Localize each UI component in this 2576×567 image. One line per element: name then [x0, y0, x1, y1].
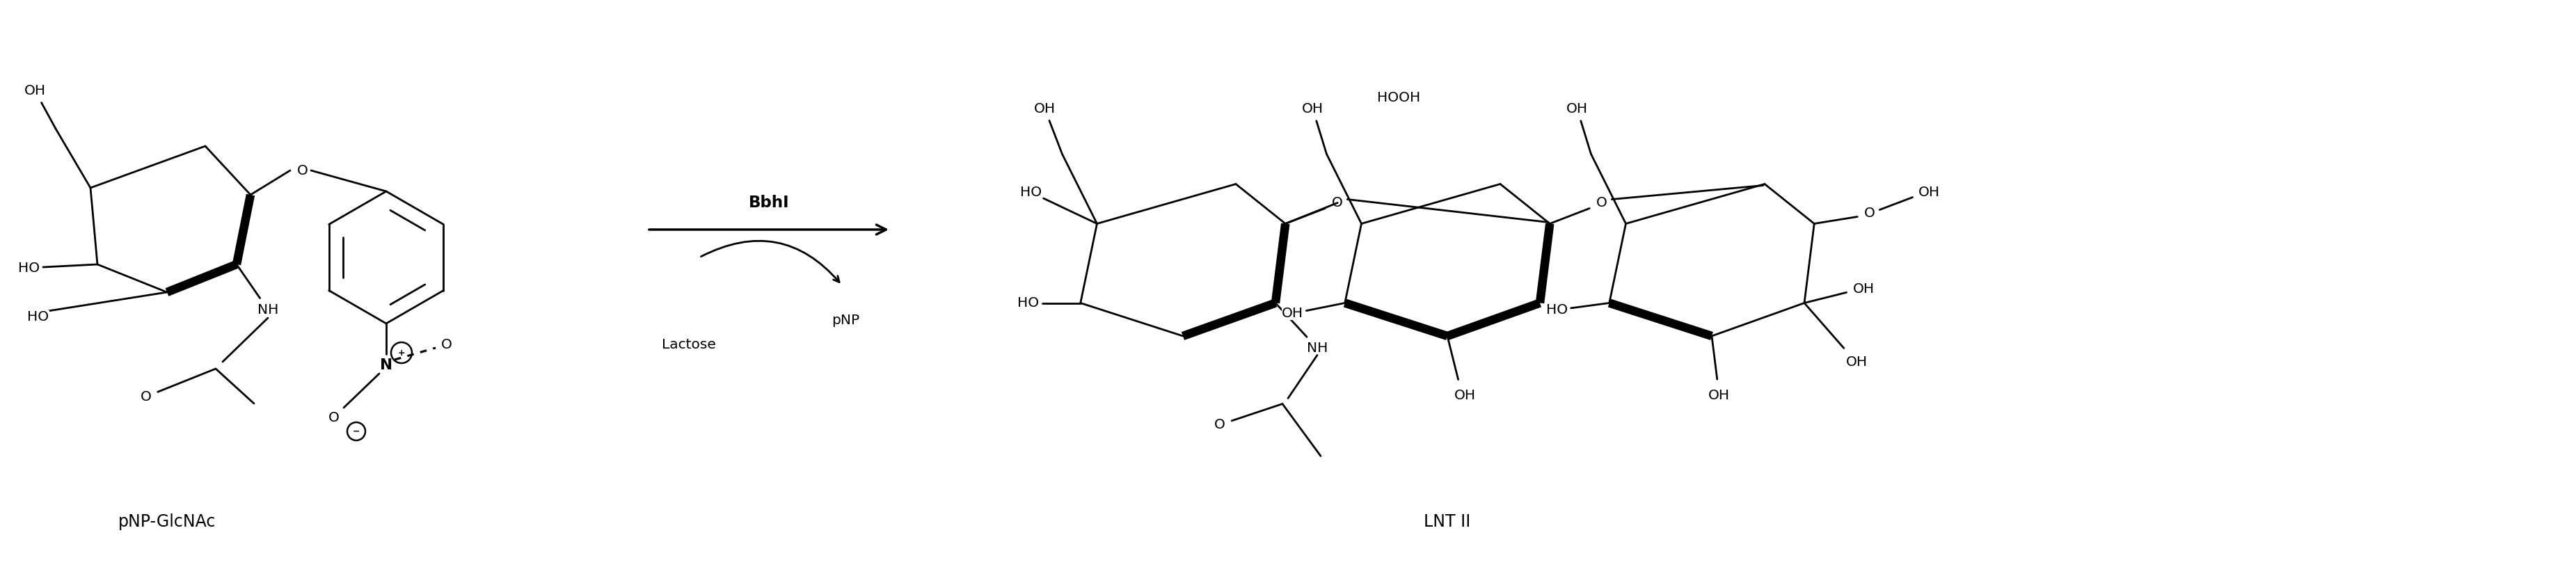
Text: OH: OH [1844, 356, 1868, 369]
Text: O: O [1597, 196, 1607, 209]
Text: HOOH: HOOH [1378, 91, 1419, 104]
Text: O: O [296, 164, 309, 177]
Text: −: − [353, 427, 361, 436]
Text: HO: HO [1020, 186, 1041, 199]
Text: pNP-GlcNAc: pNP-GlcNAc [118, 514, 216, 530]
Text: OH: OH [1033, 102, 1056, 116]
Text: O: O [1213, 418, 1226, 431]
Text: Lactose: Lactose [662, 338, 716, 351]
Text: O: O [440, 338, 453, 351]
Text: NH: NH [1306, 341, 1327, 355]
Text: HO: HO [1546, 303, 1569, 316]
Text: LNT II: LNT II [1425, 514, 1471, 530]
Text: OH: OH [23, 84, 46, 97]
Text: OH: OH [1301, 102, 1324, 116]
Text: HO: HO [1018, 297, 1038, 310]
Text: O: O [1865, 206, 1875, 220]
Text: BbhI: BbhI [750, 195, 788, 211]
Text: OH: OH [1852, 282, 1875, 295]
Text: +: + [397, 348, 404, 357]
Text: O: O [142, 390, 152, 403]
Text: OH: OH [1453, 388, 1476, 402]
Text: OH: OH [1566, 102, 1587, 116]
Text: O: O [330, 411, 340, 424]
Text: O: O [1332, 196, 1342, 209]
Text: OH: OH [1283, 307, 1303, 320]
Text: OH: OH [1708, 388, 1728, 402]
FancyArrowPatch shape [701, 241, 840, 282]
Text: NH: NH [258, 303, 278, 316]
Text: HO: HO [18, 261, 41, 274]
Text: N: N [379, 358, 392, 372]
Text: HO: HO [28, 310, 49, 323]
Text: OH: OH [1919, 186, 1940, 199]
Text: pNP: pNP [832, 314, 860, 327]
